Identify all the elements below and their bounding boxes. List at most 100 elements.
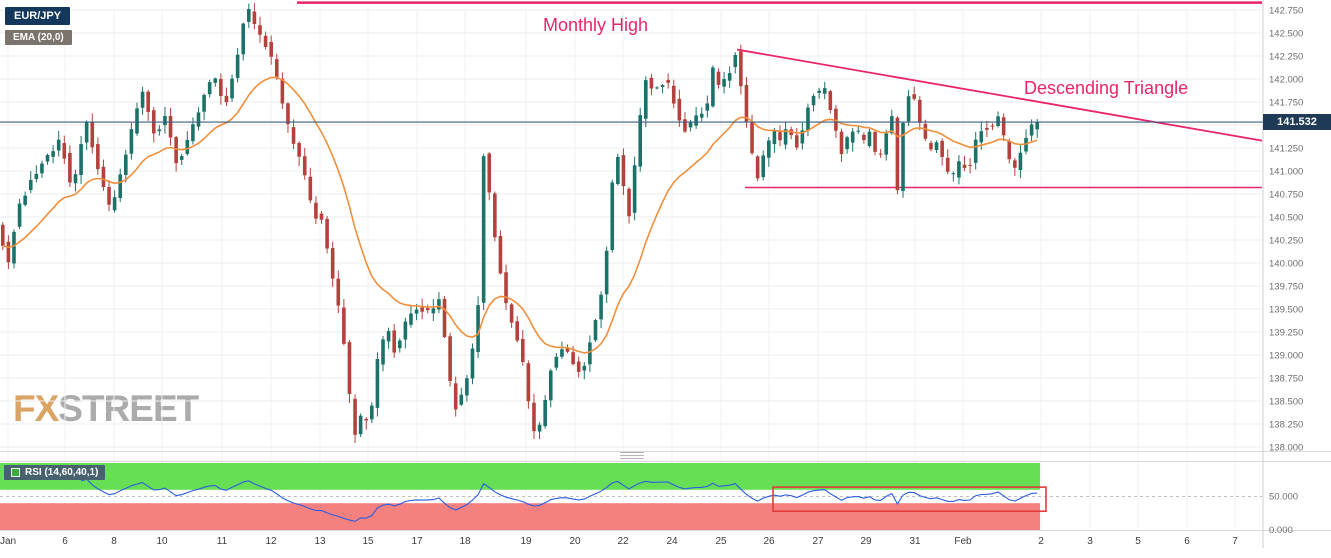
y-axis-tick: 142.500 xyxy=(1269,29,1303,40)
rsi-highlight-box[interactable] xyxy=(772,486,1047,513)
annotation-descending-triangle: Descending Triangle xyxy=(1024,78,1189,98)
candle-body xyxy=(392,330,396,353)
y-axis-tick: 138.500 xyxy=(1269,397,1303,408)
x-axis-label: 2 xyxy=(1038,536,1044,547)
candle-body xyxy=(828,91,833,111)
watermark-fx: FX xyxy=(13,388,59,429)
candle-body xyxy=(174,137,178,164)
candle-body xyxy=(856,130,861,132)
candle-body xyxy=(481,156,486,303)
candle-body xyxy=(593,320,598,341)
candle-body xyxy=(263,35,268,48)
candle-body xyxy=(1035,122,1040,130)
candle-body xyxy=(112,197,117,211)
candle-body xyxy=(996,116,1000,127)
candle-body xyxy=(280,78,285,104)
x-axis-label: 22 xyxy=(617,536,629,547)
x-axis-label: 10 xyxy=(156,536,168,547)
candle-body xyxy=(711,67,715,107)
candle-body xyxy=(196,112,201,127)
candle-body xyxy=(258,25,262,35)
candle-body xyxy=(862,134,866,141)
candle-body xyxy=(381,339,385,365)
candle-body xyxy=(526,363,531,402)
candle-body xyxy=(599,294,603,320)
candle-body xyxy=(699,113,704,118)
candle-body xyxy=(135,108,139,134)
candle-body xyxy=(716,71,721,85)
panel-resize-handle[interactable] xyxy=(620,452,644,460)
candle-body xyxy=(342,307,346,344)
y-axis-tick: 140.250 xyxy=(1269,236,1303,247)
y-axis-tick: 142.250 xyxy=(1269,52,1303,63)
candle-body xyxy=(6,241,11,263)
candle-body xyxy=(40,163,44,174)
candle-body xyxy=(850,131,855,143)
x-axis-label: 18 xyxy=(459,536,471,547)
x-axis-label: 6 xyxy=(62,536,68,547)
candle-body xyxy=(923,123,928,139)
candle-body xyxy=(973,139,978,163)
fxstreet-watermark: FXSTREET xyxy=(13,388,199,430)
candle-body xyxy=(308,176,313,201)
y-axis-tick: 138.250 xyxy=(1269,420,1303,431)
candle-body xyxy=(845,137,849,150)
candle-body xyxy=(822,88,827,94)
candle-body xyxy=(140,91,145,108)
candle-body xyxy=(588,342,592,365)
candle-body xyxy=(459,394,464,405)
candle-body xyxy=(17,203,22,227)
candle-body xyxy=(370,405,374,420)
candle-body xyxy=(873,131,877,152)
symbol-badge[interactable]: EUR/JPY xyxy=(5,7,71,25)
candle-body xyxy=(945,157,950,172)
candle-body xyxy=(448,336,452,381)
candle-body xyxy=(129,129,134,154)
candle-body xyxy=(912,94,916,99)
candle-body xyxy=(560,349,564,357)
candle-body xyxy=(940,140,944,158)
candle-body xyxy=(744,84,749,123)
candle-body xyxy=(571,352,575,365)
ema-line xyxy=(2,76,1038,354)
candle-body xyxy=(56,139,61,151)
candle-body xyxy=(0,224,5,246)
candle-body xyxy=(347,342,352,395)
candle-body xyxy=(722,79,726,87)
rsi-indicator-badge[interactable]: RSI (14,60,40,1) xyxy=(4,465,106,480)
triangle-upper-trendline[interactable] xyxy=(736,48,1263,142)
x-axis-label: 27 xyxy=(812,536,824,547)
candle-body xyxy=(917,99,922,123)
candle-body xyxy=(705,103,710,111)
candle-body xyxy=(532,402,536,432)
candle-body xyxy=(442,298,447,338)
candle-body xyxy=(431,308,436,314)
candle-body xyxy=(470,348,475,379)
candle-body xyxy=(817,90,821,93)
candle-body xyxy=(62,143,67,159)
y-axis-tick: 139.500 xyxy=(1269,305,1303,316)
x-axis-label: 7 xyxy=(1232,536,1238,547)
candle-body xyxy=(498,235,503,274)
candle-body xyxy=(476,305,480,352)
candle-body xyxy=(750,122,754,154)
candle-body xyxy=(386,330,391,342)
candle-body xyxy=(878,153,883,155)
candle-body xyxy=(314,202,318,219)
x-axis-label: 5 xyxy=(1135,536,1141,547)
ema-indicator-badge[interactable]: EMA (20,0) xyxy=(5,30,72,45)
y-axis-tick: 139.000 xyxy=(1269,351,1303,362)
candle-body xyxy=(420,307,424,312)
candle-body xyxy=(621,155,626,186)
candle-body xyxy=(548,370,553,401)
candle-body xyxy=(895,117,900,191)
watermark-street: STREET xyxy=(58,388,199,429)
candle-body xyxy=(985,128,989,130)
x-axis-label: 20 xyxy=(569,536,581,547)
candle-body xyxy=(867,131,872,147)
candle-body xyxy=(794,135,799,148)
candle-body xyxy=(241,23,246,55)
candle-body xyxy=(202,95,206,112)
candle-body xyxy=(23,195,27,205)
